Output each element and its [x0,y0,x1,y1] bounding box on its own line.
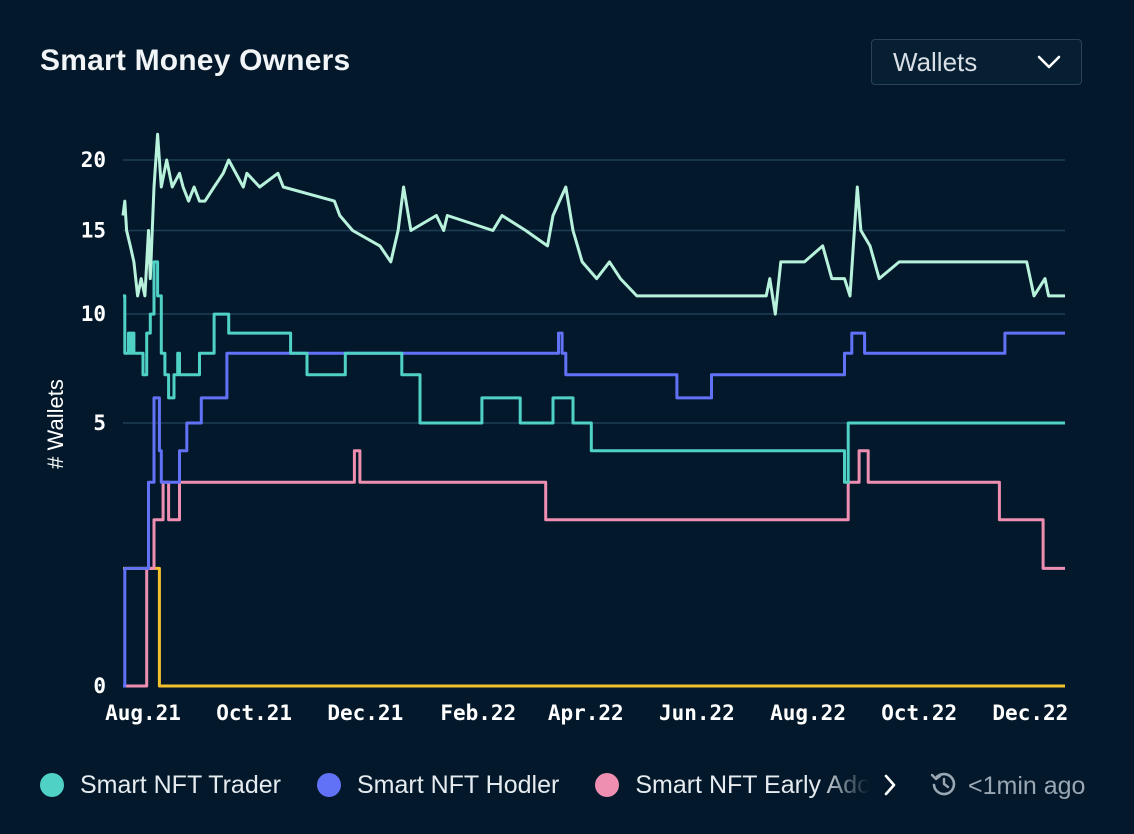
x-tick-label: Aug.21 [105,701,181,725]
chart-title: Smart Money Owners [40,44,351,77]
legend-dot [316,773,341,797]
legend-item[interactable]: Smart NFT Trader [40,771,281,800]
series-line-other [123,566,1065,688]
x-tick-label: Feb.22 [440,701,516,725]
refresh-clock-icon [930,770,958,803]
x-tick-label: Oct.22 [881,701,957,725]
x-axis-ticks: Aug.21 Oct.21 Dec.21 Feb.22 Apr.22 Jun.22 Aug.… [105,701,1068,725]
line-chart: 0 5 10 15 20 Aug.21 Oct.21 Dec.21 Feb.22 Apr.22 J… [43,132,1068,725]
y-tick-label: 15 [81,218,106,242]
metric-dropdown[interactable]: Wallets [871,39,1082,85]
x-tick-label: Aug.22 [770,701,846,725]
y-tick-label: 10 [81,302,106,326]
series-line-smart-nft-trader [123,260,1065,484]
dropdown-selected-value: Wallets [893,46,978,77]
y-tick-label: 5 [93,411,106,435]
y-tick-label: 0 [93,674,106,698]
x-tick-label: Dec.21 [327,701,403,725]
legend-fade [820,764,890,806]
legend-dot [595,773,620,797]
legend-dot [40,773,64,797]
chevron-right-icon[interactable] [878,770,902,800]
legend-label: Smart NFT Hodler [356,770,560,799]
series-line-total [121,132,1065,316]
y-tick-label: 20 [81,148,106,172]
x-tick-label: Dec.22 [992,701,1068,725]
legend-item[interactable]: Smart NFT Hodler [316,770,560,800]
y-axis-ticks: 0 5 10 15 20 [81,148,106,698]
x-tick-label: Jun.22 [659,701,735,725]
legend-label: Smart NFT Trader [80,770,281,799]
x-tick-label: Apr.22 [548,701,624,725]
x-tick-label: Oct.21 [216,701,292,725]
refresh-status[interactable]: <1min ago [930,770,1085,802]
gridlines [123,159,1065,424]
series-line-smart-nft-hodler [123,331,1065,688]
refresh-time-text: <1min ago [968,771,1086,800]
y-axis-label: # Wallets [43,379,68,469]
chevron-down-icon [1037,55,1061,69]
legend: Smart NFT Trader Smart NFT Hodler Smart NF… [40,764,890,806]
series-lines [121,132,1065,688]
series-line-smart-nft-early-adopter [123,449,1065,688]
